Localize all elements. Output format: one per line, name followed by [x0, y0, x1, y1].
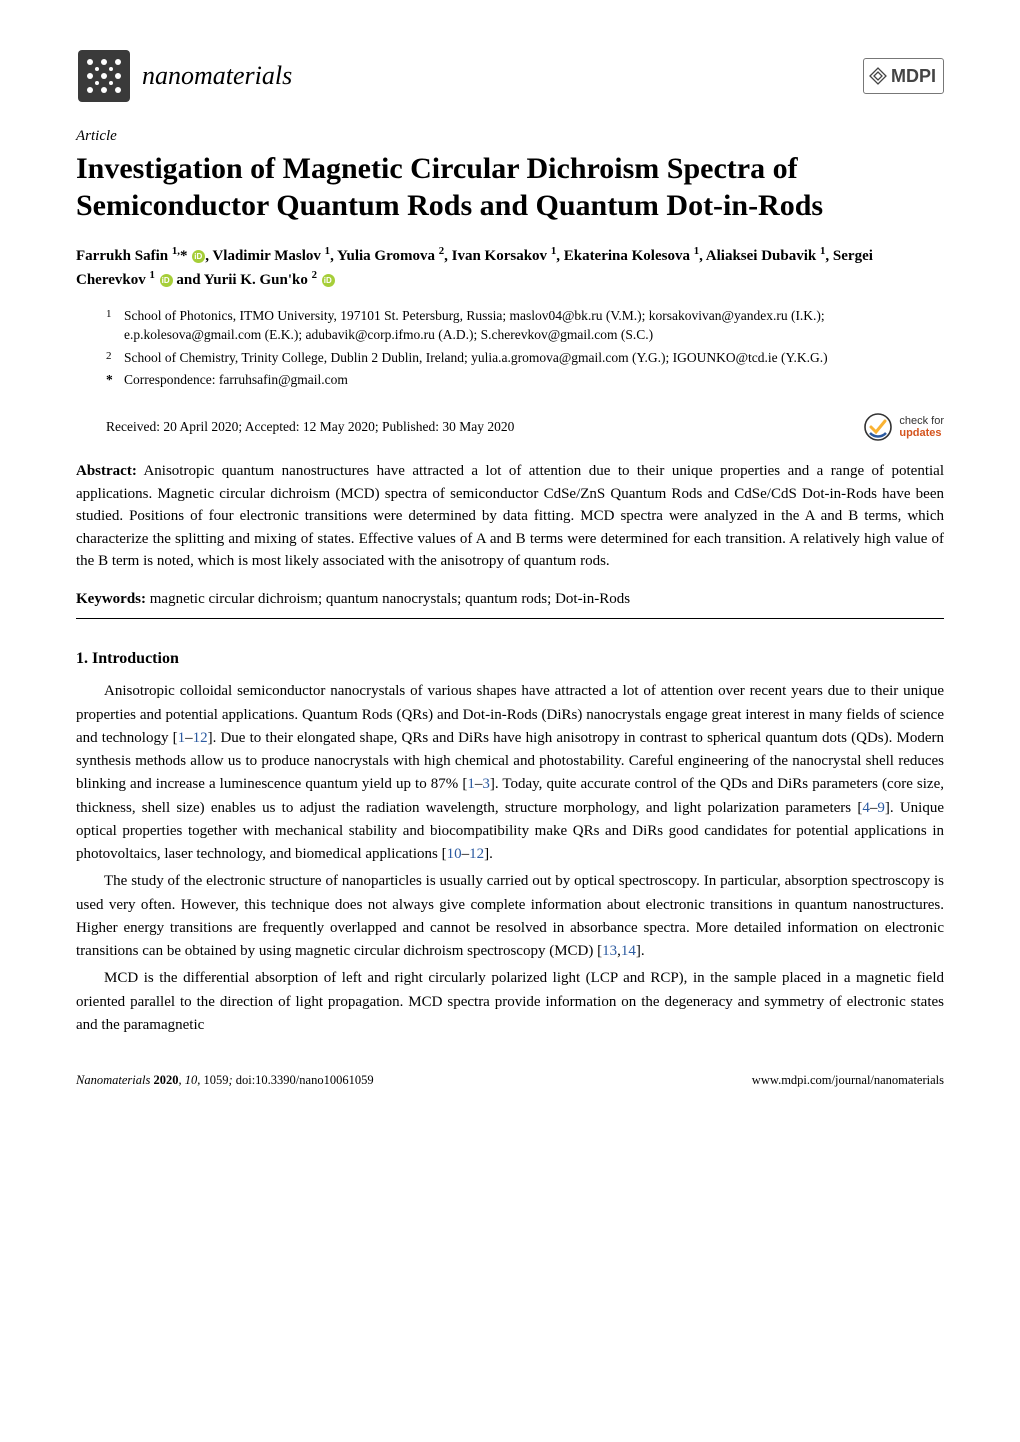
section-divider	[76, 618, 944, 619]
publisher-logo: MDPI	[863, 58, 944, 94]
journal-brand: nanomaterials	[76, 48, 292, 104]
section-heading: 1. Introduction	[76, 647, 944, 670]
footer-year: 2020	[153, 1073, 178, 1087]
correspondence-text: Correspondence: farruhsafin@gmail.com	[124, 370, 944, 390]
affiliation-number: 1	[106, 306, 124, 345]
mdpi-icon	[869, 67, 887, 85]
check-updates-icon	[863, 412, 893, 442]
affiliation-text: School of Chemistry, Trinity College, Du…	[124, 348, 944, 368]
keywords-text: magnetic circular dichroism; quantum nan…	[150, 591, 630, 607]
updates-line2: updates	[899, 427, 941, 439]
affiliation-text: School of Photonics, ITMO University, 19…	[124, 306, 944, 345]
keywords-block: Keywords: magnetic circular dichroism; q…	[76, 589, 944, 611]
keywords-label: Keywords:	[76, 591, 146, 607]
asterisk-icon: *	[106, 370, 124, 390]
correspondence-email: farruhsafin@gmail.com	[219, 372, 348, 387]
abstract-label: Abstract:	[76, 463, 137, 479]
affiliation-item: 2 School of Chemistry, Trinity College, …	[106, 348, 944, 368]
abstract-text: Anisotropic quantum nanostructures have …	[76, 463, 944, 569]
article-title: Investigation of Magnetic Circular Dichr…	[76, 150, 944, 225]
journal-name: nanomaterials	[142, 57, 292, 95]
footer-journal: Nanomaterials	[76, 1073, 150, 1087]
check-updates-text: check for updates	[899, 415, 944, 439]
body-paragraph: MCD is the differential absorption of le…	[76, 967, 944, 1037]
author-list: Farrukh Safin 1,* , Vladimir Maslov 1, Y…	[76, 243, 944, 292]
footer-right[interactable]: www.mdpi.com/journal/nanomaterials	[752, 1071, 944, 1089]
updates-line1: check for	[899, 415, 944, 427]
check-updates-badge[interactable]: check for updates	[863, 412, 944, 442]
body-paragraph: The study of the electronic structure of…	[76, 870, 944, 963]
footer-page: 1059	[203, 1073, 228, 1087]
affiliation-number: 2	[106, 348, 124, 368]
affiliation-item: 1 School of Photonics, ITMO University, …	[106, 306, 944, 345]
article-type-label: Article	[76, 126, 944, 148]
correspondence-label: Correspondence:	[124, 372, 215, 387]
publisher-name: MDPI	[891, 63, 936, 89]
abstract-block: Abstract: Anisotropic quantum nanostruct…	[76, 460, 944, 573]
dates-row: Received: 20 April 2020; Accepted: 12 Ma…	[76, 412, 944, 442]
affiliations-block: 1 School of Photonics, ITMO University, …	[106, 306, 944, 390]
footer-left: Nanomaterials 2020, 10, 1059; doi:10.339…	[76, 1071, 374, 1089]
correspondence-row: * Correspondence: farruhsafin@gmail.com	[106, 370, 944, 390]
header: nanomaterials MDPI	[76, 48, 944, 104]
journal-logo-icon	[76, 48, 132, 104]
footer-volume: 10	[185, 1073, 198, 1087]
publication-dates: Received: 20 April 2020; Accepted: 12 Ma…	[106, 417, 514, 437]
body-paragraph: Anisotropic colloidal semiconductor nano…	[76, 680, 944, 866]
footer-doi: doi:10.3390/nano10061059	[236, 1073, 374, 1087]
page-footer: Nanomaterials 2020, 10, 1059; doi:10.339…	[76, 1071, 944, 1089]
